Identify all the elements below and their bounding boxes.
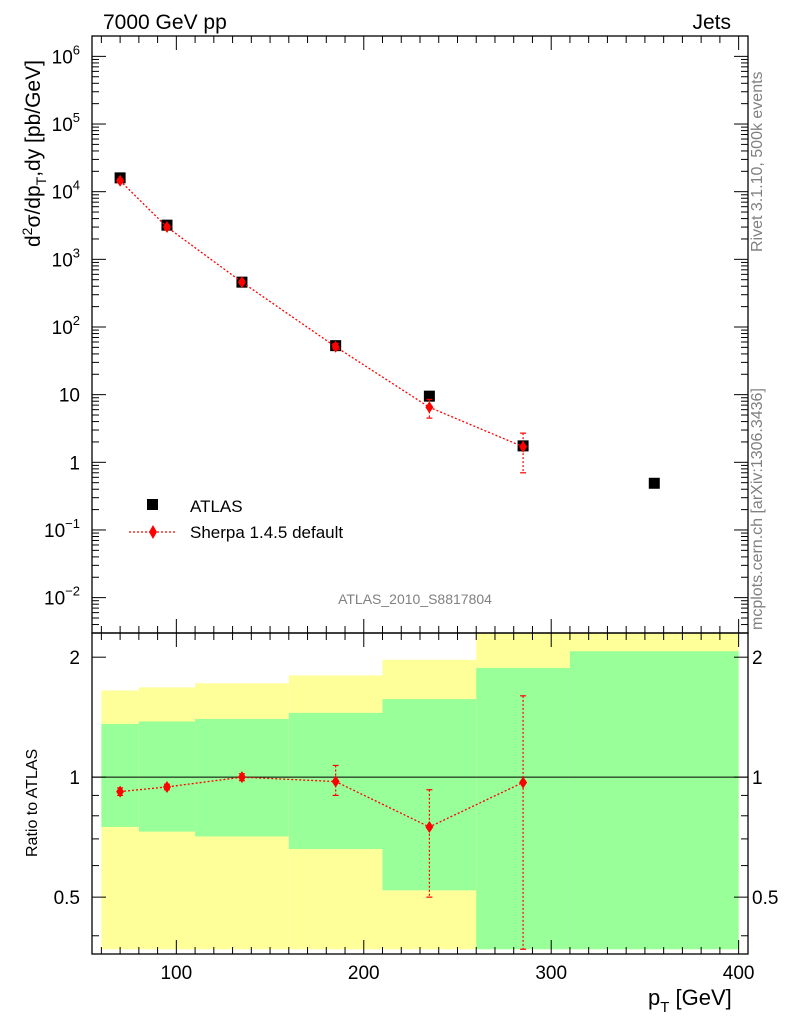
sherpa-ratio-point: [331, 775, 340, 788]
sherpa-main-point: [425, 401, 434, 414]
legend-atlas-marker: [147, 499, 158, 510]
main-panel-frame: [91, 35, 749, 634]
y-tick-label: 102: [52, 313, 80, 339]
sherpa-main-point: [162, 221, 171, 234]
y-tick-label: 1: [69, 453, 80, 474]
x-tick-label: 300: [535, 963, 567, 984]
ratio-uncertainty-bands: [101, 633, 739, 950]
legend-atlas-label: ATLAS: [190, 497, 243, 516]
ratio-band-inner: [138, 721, 196, 832]
x-tick-label: 100: [160, 963, 192, 984]
legend-sherpa-label: Sherpa 1.4.5 default: [190, 523, 343, 542]
sherpa-main-point: [237, 276, 246, 289]
axis-ticks: [92, 35, 748, 954]
sherpa-ratio-point: [116, 785, 125, 798]
sherpa-ratio-point: [237, 771, 246, 784]
x-tick-label: 200: [348, 963, 380, 984]
y-tick-label: 103: [52, 245, 80, 271]
sherpa-ratio-point: [162, 780, 171, 793]
main-y-axis-label: d2σ/dpT,dy [pb/GeV]: [19, 60, 49, 247]
ratio-y-tick-label: 2: [69, 648, 80, 669]
atlas-data-point: [423, 390, 435, 402]
y-tick-label: 105: [52, 110, 80, 136]
sherpa-ratio-point: [519, 776, 528, 789]
data-series: [114, 172, 660, 950]
header-left: 7000 GeV pp: [103, 11, 227, 34]
sherpa-ratio-point: [425, 820, 434, 833]
x-tick-label: 400: [723, 963, 755, 984]
sherpa-main-line: [119, 180, 524, 448]
ratio-y-tick-label: 0.5: [54, 888, 80, 909]
side-note-top: Rivet 3.1.10, 500k events: [749, 71, 766, 252]
ratio-y-tick-label-right: 1: [752, 768, 763, 789]
ratio-y-axis-label: Ratio to ATLAS: [24, 749, 41, 857]
y-tick-label: 10: [59, 386, 80, 407]
ratio-y-tick-label: 1: [69, 768, 80, 789]
legend-sherpa-marker: [149, 525, 157, 539]
header-right: Jets: [692, 11, 731, 34]
sherpa-main-point: [331, 340, 340, 353]
x-axis-label: pT [GeV]: [648, 985, 732, 1016]
ratio-band-inner: [569, 651, 739, 950]
analysis-label: ATLAS_2010_S8817804: [338, 591, 492, 607]
side-note-bottom: mcplots.cern.ch [arXiv:1306.3436]: [749, 388, 766, 630]
sherpa-main-point: [116, 174, 125, 187]
ratio-band-inner: [101, 723, 139, 827]
legend: ATLAS Sherpa 1.4.5 default: [129, 497, 343, 542]
sherpa-ratio-line: [120, 776, 524, 828]
y-tick-label: 104: [52, 178, 80, 204]
ratio-panel-frame: [91, 632, 749, 955]
y-tick-label: 10−2: [44, 584, 80, 610]
ratio-y-tick-label-right: 0.5: [752, 888, 778, 909]
y-tick-label: 106: [52, 42, 80, 68]
ratio-y-tick-label-right: 2: [752, 648, 763, 669]
sherpa-main-point: [519, 440, 528, 453]
y-tick-label: 10−1: [44, 516, 80, 542]
atlas-data-point: [648, 477, 660, 489]
